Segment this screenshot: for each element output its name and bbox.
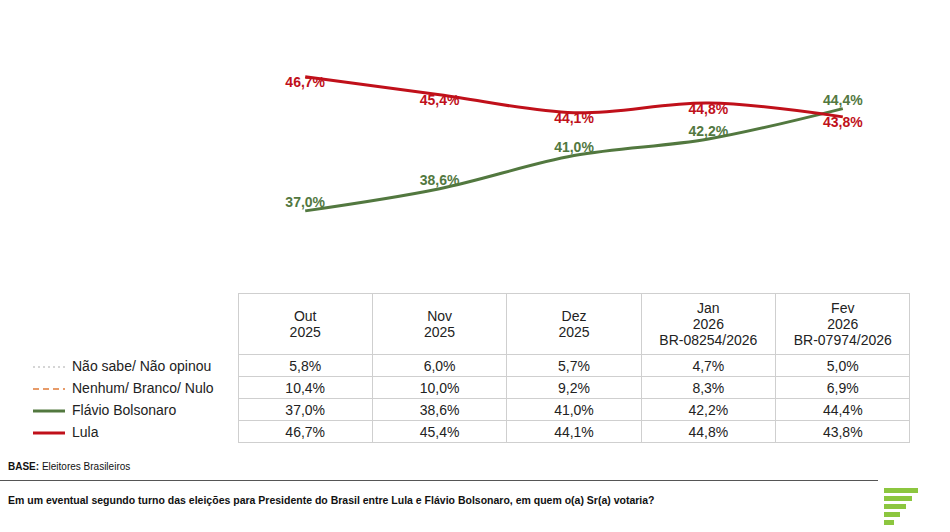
html-text:44,4%: 44,4% [822, 401, 863, 418]
html-text:BASE: Eleitores Brasileiros: BASE: Eleitores Brasileiros [8, 461, 131, 472]
svg-text:44,8%: 44,8% [689, 101, 729, 117]
html-text:10,0%: 10,0% [419, 379, 460, 396]
html-text:2026: 2026 [692, 316, 724, 332]
html-text:6,0%: 6,0% [423, 357, 456, 374]
svg-text:38,6%: 38,6% [420, 172, 460, 188]
svg-text:43,8%: 43,8% [823, 114, 863, 130]
html-text:Nenhum/ Branco/ Nulo: Nenhum/ Branco/ Nulo [72, 379, 214, 396]
html-text:2025: 2025 [424, 324, 456, 340]
html-text:Lula: Lula [72, 423, 99, 440]
html-text:37,0%: 37,0% [285, 401, 325, 418]
html-text:5,0%: 5,0% [826, 357, 859, 374]
html-text:2025: 2025 [558, 324, 590, 340]
html-text:42,2%: 42,2% [688, 401, 729, 418]
svg-text:44,4%: 44,4% [823, 92, 863, 108]
svg-text:37,0%: 37,0% [285, 194, 325, 210]
html-text:Fev: Fev [831, 300, 855, 316]
html-text:5,7%: 5,7% [558, 357, 590, 374]
html-text:Jan: Jan [697, 300, 720, 316]
html-text:2025: 2025 [289, 324, 321, 340]
svg-text:44,1%: 44,1% [554, 110, 594, 126]
html-text:9,2%: 9,2% [558, 379, 590, 396]
svg-text:42,2%: 42,2% [689, 123, 729, 139]
html-text:45,4%: 45,4% [419, 423, 460, 440]
html-text:10,4%: 10,4% [285, 379, 325, 396]
svg-text:41,0%: 41,0% [554, 139, 594, 155]
html-text:4,7%: 4,7% [692, 357, 725, 374]
html-text:44,8%: 44,8% [688, 423, 729, 440]
html-text:Flávio Bolsonaro: Flávio Bolsonaro [72, 401, 177, 418]
html-text:8,3%: 8,3% [692, 379, 725, 396]
html-text:Out: Out [293, 308, 317, 324]
html-text:41,0%: 41,0% [554, 401, 594, 418]
html-text:Dez: Dez [561, 308, 587, 324]
html-text:Não sabe/ Não opinou: Não sabe/ Não opinou [72, 357, 212, 374]
svg-text:46,7%: 46,7% [285, 74, 325, 90]
html-text:43,8%: 43,8% [822, 423, 863, 440]
html-text:44,1%: 44,1% [554, 423, 594, 440]
html-text:Em um eventual segundo turno d: Em um eventual segundo turno das eleiçõe… [8, 494, 655, 506]
html-text:46,7%: 46,7% [285, 423, 325, 440]
html-text:2026: 2026 [827, 316, 859, 332]
html-text:5,8%: 5,8% [289, 357, 322, 374]
html-text:BR-07974/2026: BR-07974/2026 [793, 332, 892, 348]
html-text:6,9%: 6,9% [826, 379, 859, 396]
svg-text:45,4%: 45,4% [420, 92, 460, 108]
html-text:Nov: Nov [427, 308, 452, 324]
html-text:BR-08254/2026: BR-08254/2026 [659, 332, 758, 348]
html-text:38,6%: 38,6% [419, 401, 460, 418]
